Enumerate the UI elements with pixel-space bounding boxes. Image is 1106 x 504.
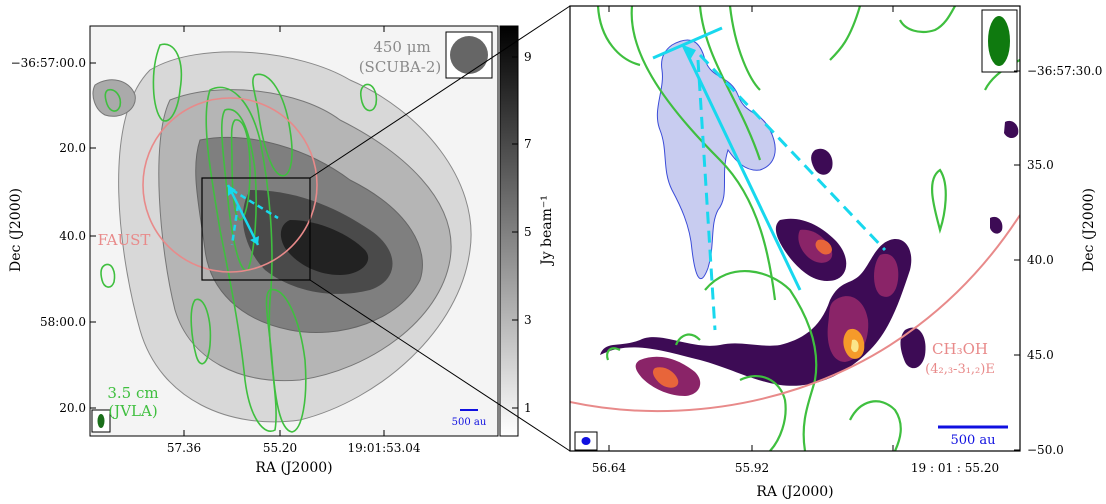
colorbar-gradient (499, 25, 519, 437)
right-scalebar-label: 500 au (950, 433, 995, 448)
annot-faust: FAUST (98, 231, 151, 249)
right-ytick-2: 40.0 (1027, 253, 1054, 267)
right-xtick-2: 19 : 01 : 55.20 (911, 461, 999, 475)
left-panel: −36:57:00.0 20.0 40.0 58:00.0 20.0 57.36… (8, 25, 499, 476)
zoom-connector-bottom (309, 279, 571, 452)
colorbar-tick-2: 5 (524, 225, 532, 239)
left-xlabel: RA (J2000) (255, 460, 332, 476)
beam-jvla-ellipse (97, 414, 105, 428)
right-xtick-0: 56.64 (592, 461, 627, 475)
left-ytick-2: 40.0 (59, 229, 86, 243)
annot-3-5cm: 3.5 cm (107, 384, 158, 402)
left-ytick-4: 20.0 (59, 401, 86, 415)
right-methanol-beam-ellipse (581, 437, 591, 445)
left-ytick-3: 58:00.0 (40, 315, 86, 329)
left-ytick-0: −36:57:00.0 (11, 56, 86, 70)
methanol-emission-map (570, 6, 1020, 451)
colorbar-label: Jy beam⁻¹ (539, 195, 555, 267)
annot-transition: (4₂,₃-3₁,₂)E (925, 362, 995, 377)
colorbar-tick-4: 1 (524, 401, 532, 415)
right-panel: −36:57:30.0 35.0 40.0 45.0 −50.0 56.64 5… (569, 5, 1102, 500)
right-ytick-3: 45.0 (1027, 348, 1054, 362)
annot-450um: 450 μm (373, 38, 430, 56)
annot-scuba2: (SCUBA-2) (359, 58, 442, 76)
right-ytick-1: 35.0 (1027, 158, 1054, 172)
right-beam-ellipse (988, 16, 1010, 66)
left-xtick-1: 55.20 (263, 441, 297, 455)
colorbar-tick-0: 9 (524, 50, 532, 64)
outflow-lobe-region (656, 39, 776, 280)
outflow-arrow-dashed (231, 188, 279, 220)
right-xtick-1: 55.92 (735, 461, 769, 475)
zoom-region-box (201, 177, 311, 281)
right-outflow-dashed-axis (698, 53, 887, 252)
right-ylabel: Dec (J2000) (1081, 188, 1097, 272)
zoom-connector-top (309, 5, 571, 179)
left-panel-frame (89, 25, 499, 437)
right-panel-frame (569, 5, 1021, 452)
annot-ch3oh: CH₃OH (932, 340, 988, 358)
annot-jvla: (JVLA) (108, 402, 157, 420)
colorbar: 9 7 5 3 1 Jy beam⁻¹ (499, 25, 555, 437)
left-ylabel: Dec (J2000) (8, 188, 24, 272)
faust-field-arc (570, 214, 1020, 413)
right-ytick-4: −50.0 (1027, 443, 1064, 457)
colorbar-tick-3: 3 (524, 313, 532, 327)
left-scalebar-label: 500 au (452, 417, 487, 428)
beam-450um-circle (450, 36, 488, 74)
right-xlabel: RA (J2000) (756, 484, 833, 500)
outflow-arrow-solid (226, 184, 260, 246)
colorbar-tick-1: 7 (524, 137, 532, 151)
left-xtick-0: 57.36 (167, 441, 201, 455)
faust-field-circle (142, 97, 318, 273)
left-ytick-1: 20.0 (59, 141, 86, 155)
right-outflow-solid-axis (681, 44, 802, 291)
left-xtick-2: 19:01:53.04 (348, 441, 421, 455)
right-ytick-0: −36:57:30.0 (1027, 64, 1102, 78)
